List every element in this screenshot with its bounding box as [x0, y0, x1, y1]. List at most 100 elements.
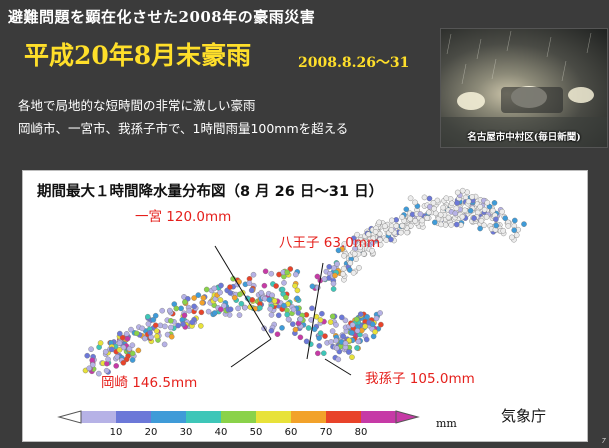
station-dot: [330, 286, 337, 292]
station-dot: [205, 308, 212, 315]
station-dot: [182, 299, 188, 305]
station-dot: [481, 206, 488, 213]
station-dot: [250, 271, 257, 278]
station-dot: [217, 289, 223, 296]
station-dot: [353, 316, 360, 323]
station-dot: [120, 359, 127, 366]
station-dot: [227, 284, 233, 290]
legend-swatch: [186, 411, 221, 423]
station-dot: [242, 304, 248, 311]
station-dot: [453, 221, 460, 228]
station-dot: [305, 325, 312, 331]
station-dot: [116, 340, 123, 346]
station-dot: [369, 247, 375, 254]
station-dot: [150, 316, 157, 323]
station-dot: [268, 327, 275, 334]
station-dot: [347, 260, 354, 266]
station-dot: [388, 227, 395, 233]
station-dot: [477, 204, 484, 210]
station-dot: [294, 295, 301, 302]
station-dot: [356, 265, 362, 271]
legend-tick-label: 20: [145, 427, 158, 438]
station-dot: [330, 280, 337, 287]
legend-swatch: [361, 411, 396, 423]
description-line-1: 各地で局地的な短時間の非常に激しい豪雨: [18, 98, 256, 113]
station-dot: [430, 200, 437, 206]
station-dot: [162, 323, 168, 330]
station-dot: [284, 269, 291, 276]
station-dot: [258, 289, 265, 296]
station-dot: [221, 302, 227, 309]
station-dot: [364, 313, 370, 320]
station-dot: [200, 295, 207, 301]
station-dot: [167, 317, 174, 324]
station-dot: [340, 265, 347, 272]
station-dot: [454, 200, 460, 206]
station-dot: [178, 305, 184, 312]
station-dot: [419, 217, 426, 224]
station-dot: [393, 223, 400, 229]
station-dot: [124, 335, 131, 342]
station-dot: [403, 206, 410, 213]
station-dot: [181, 312, 188, 319]
station-dot: [491, 200, 498, 206]
station-dot: [218, 282, 224, 289]
station-dot: [279, 325, 285, 331]
station-dot: [438, 221, 444, 228]
station-dot: [500, 228, 507, 234]
legend-swatch: [291, 411, 326, 423]
station-dot: [105, 356, 111, 363]
station-dot: [89, 362, 96, 368]
station-dot: [199, 299, 205, 306]
station-dot: [352, 239, 358, 246]
station-dot: [147, 329, 153, 336]
station-dot: [316, 343, 323, 349]
station-dot: [231, 294, 238, 301]
station-dot: [198, 309, 205, 316]
station-dot: [128, 326, 134, 333]
station-dot: [354, 231, 360, 238]
station-dot: [139, 325, 146, 332]
station-dot: [133, 330, 140, 337]
station-dot: [493, 216, 499, 223]
station-dot: [417, 211, 424, 217]
station-dot: [465, 198, 472, 205]
station-dot: [284, 311, 291, 318]
station-dot: [322, 333, 328, 339]
station-dot: [246, 280, 253, 286]
station-dot: [273, 283, 279, 289]
station-dot: [398, 229, 404, 236]
station-dot: [129, 350, 136, 357]
station-dot: [445, 214, 452, 221]
station-dot: [326, 264, 333, 270]
station-dot: [268, 270, 275, 277]
station-dot: [236, 312, 243, 318]
station-dot: [467, 207, 474, 214]
station-dot: [499, 208, 505, 215]
station-dot: [159, 307, 165, 314]
station-dot: [275, 312, 282, 319]
station-dot: [248, 287, 255, 294]
legend-swatch: [221, 411, 256, 423]
station-dot: [449, 200, 455, 207]
legend-swatch: [116, 411, 151, 423]
callout-line-abiko: [324, 358, 352, 376]
station-dot: [453, 205, 460, 212]
station-dot: [452, 210, 459, 217]
station-dot: [350, 270, 357, 276]
station-dot: [511, 217, 518, 224]
station-dot: [421, 194, 428, 201]
station-dot: [311, 326, 318, 332]
station-dot: [191, 295, 197, 301]
station-dot: [351, 251, 358, 257]
callout-okazaki: 岡崎 146.5mm: [101, 375, 198, 391]
legend-colorbar: 10 20 30 40 50 60 70 80 mm: [57, 410, 457, 438]
station-dot: [109, 346, 115, 353]
station-dot: [102, 348, 109, 355]
station-dot: [145, 321, 152, 327]
station-dot: [483, 214, 490, 220]
legend-swatch: [81, 411, 116, 423]
station-dot: [297, 334, 304, 341]
station-dot: [363, 336, 370, 343]
station-dot: [437, 212, 444, 218]
